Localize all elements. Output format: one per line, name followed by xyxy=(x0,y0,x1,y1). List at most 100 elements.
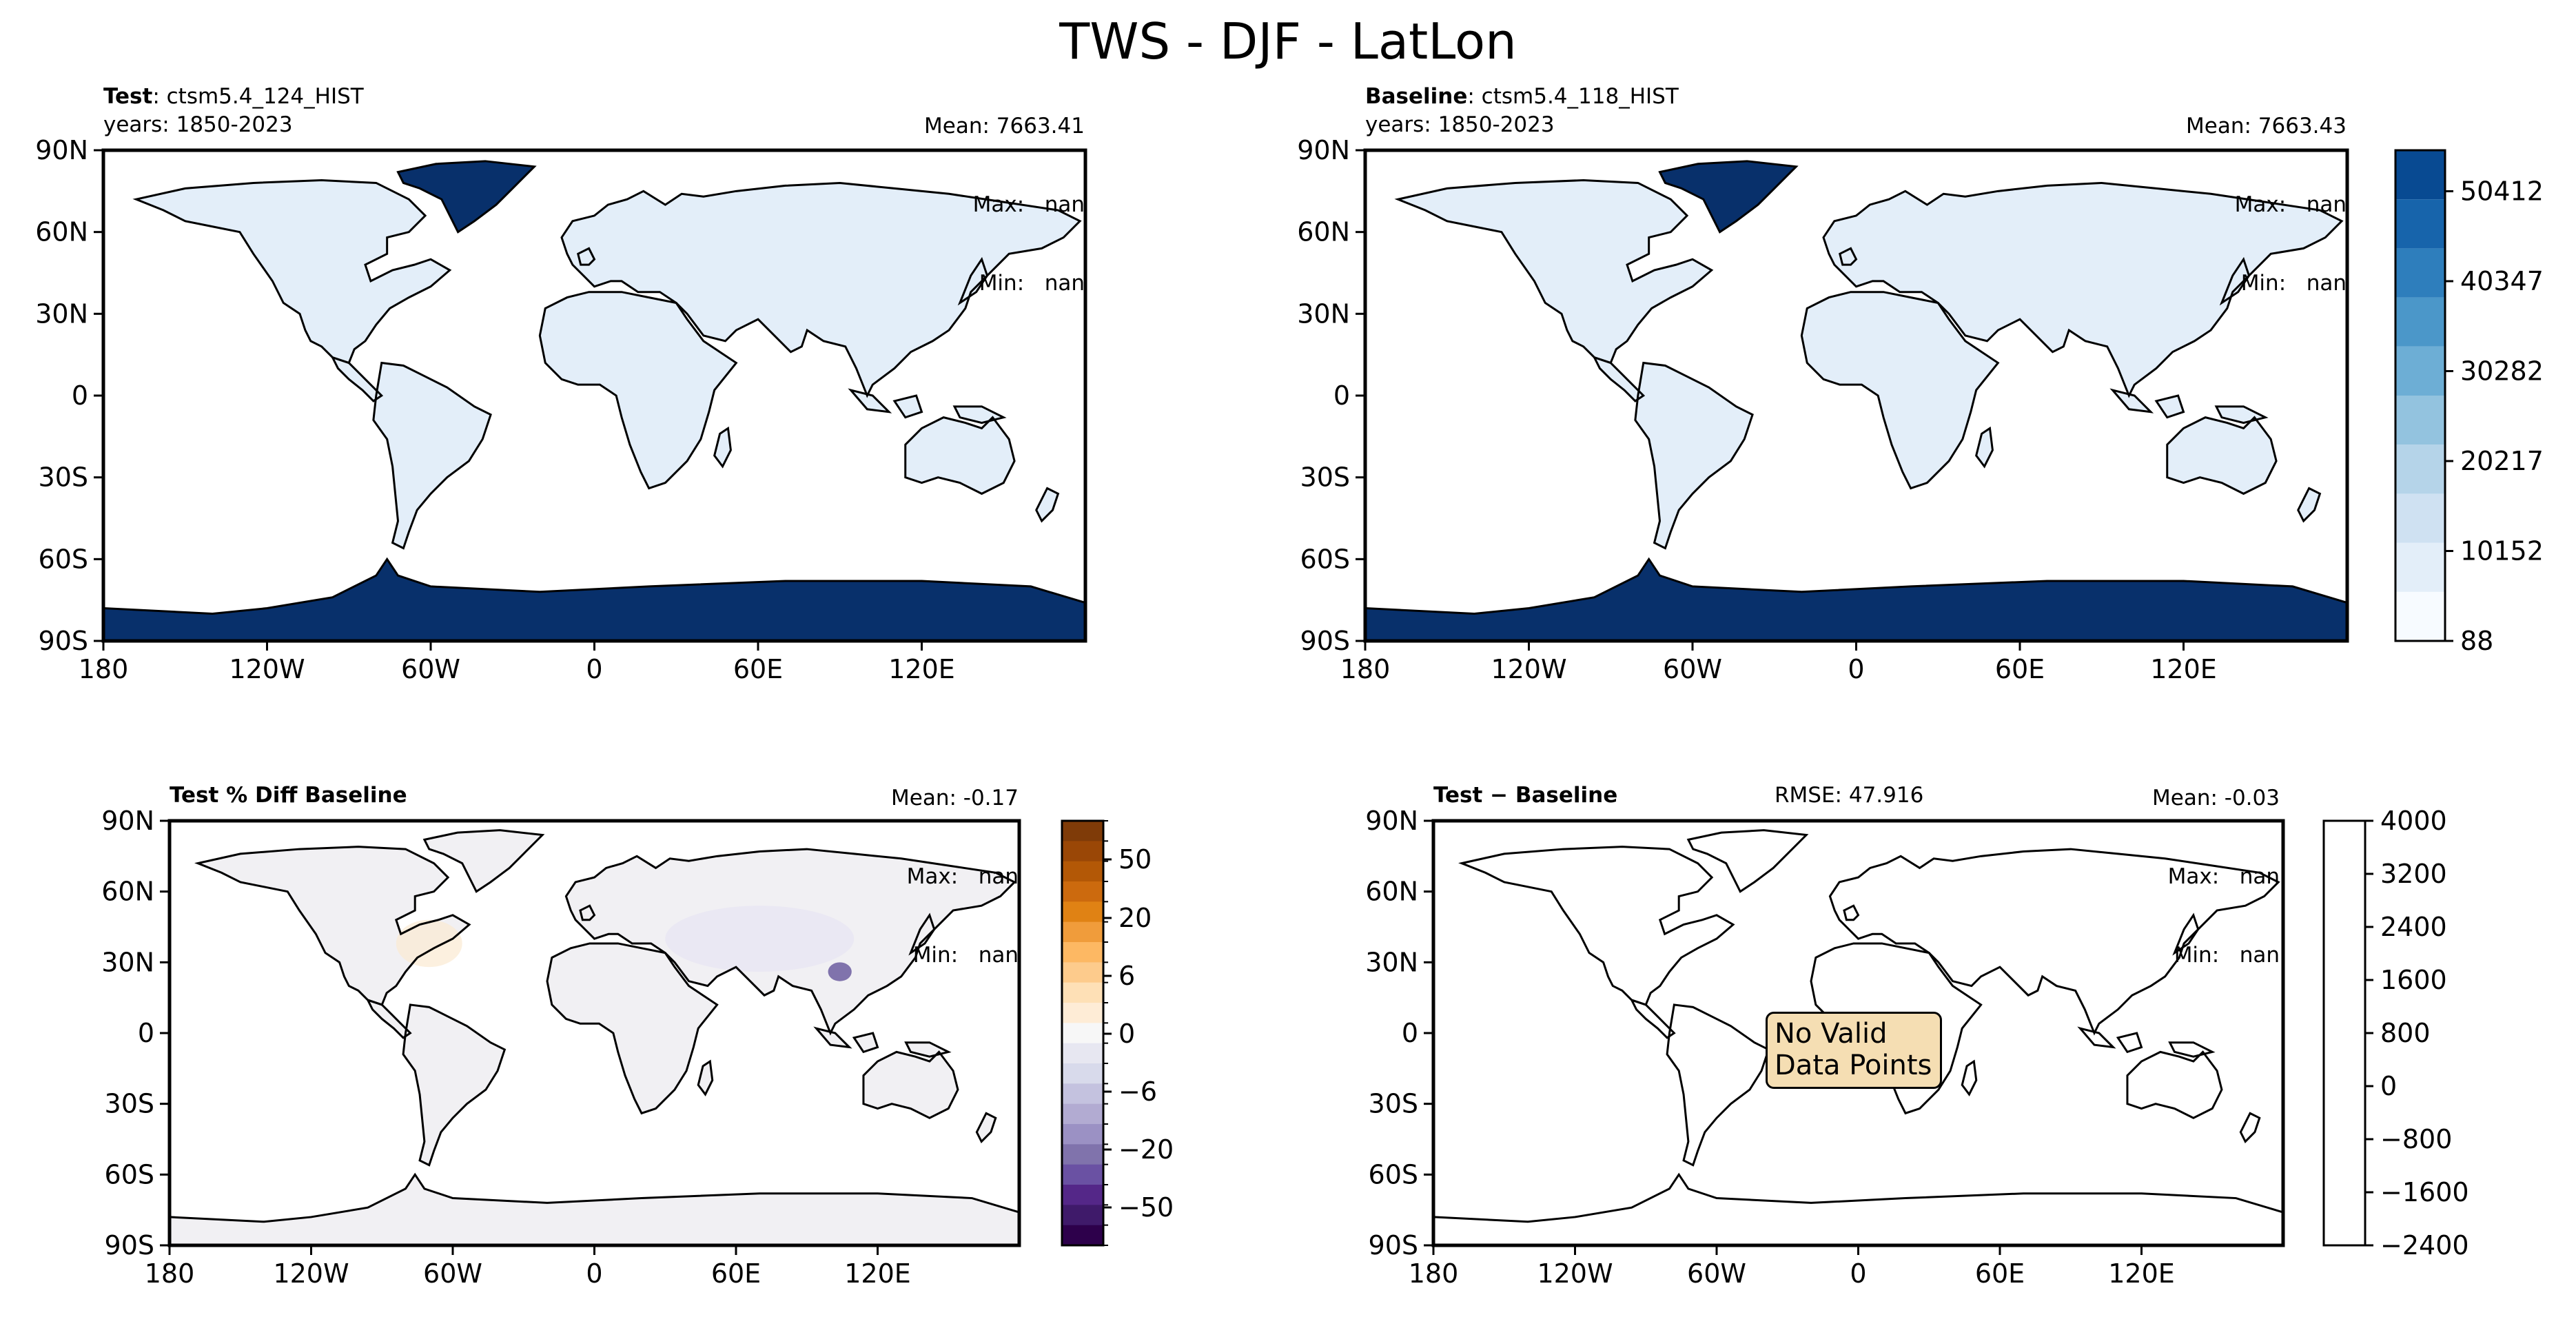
pctdiff-panel-label: Test % Diff Baseline xyxy=(170,783,407,808)
main-colorbar-tick-label: 10152 xyxy=(2460,536,2544,566)
pctdiff-colorbar-band xyxy=(1062,1164,1103,1185)
diff-lat-tick-label: 30N xyxy=(1365,947,1418,977)
main-colorbar: 88 10152 20217 30282 40347 50412 xyxy=(2394,149,2544,656)
diff-lon-tick-label: 60E xyxy=(1975,1258,2025,1289)
pctdiff-colorbar-tick-label: 6 xyxy=(1118,961,1135,991)
diff-colorbar-tick-label: 4000 xyxy=(2380,806,2447,836)
pctdiff-stats: Mean: -0.17 Max: nan Min: nan xyxy=(891,733,1019,1021)
main-colorbar-band xyxy=(2395,591,2445,641)
main-colorbar-band xyxy=(2395,445,2445,494)
pctdiff-lon-tick-label: 180 xyxy=(145,1258,195,1289)
test-lon-tick-label: 60W xyxy=(401,654,460,684)
test-lat-tick-label: 60S xyxy=(39,544,88,574)
pctdiff-lat-tick-label: 30N xyxy=(101,947,154,977)
diff-lat-tick-label: 0 xyxy=(1402,1018,1418,1048)
pctdiff-colorbar-tick-label: −6 xyxy=(1118,1076,1157,1107)
diff-min: Min: nan xyxy=(2174,943,2280,968)
test-lon-tick-label: 180 xyxy=(79,654,129,684)
pctdiff-colorbar-tick-label: 0 xyxy=(1118,1019,1135,1049)
baseline-lat-tick-label: 0 xyxy=(1333,380,1350,411)
baseline-min: Min: nan xyxy=(2240,271,2347,296)
baseline-lon-tick-label: 120E xyxy=(2150,654,2217,684)
baseline-lat-tick-label: 30N xyxy=(1297,298,1350,329)
diff-colorbar-tick-label: 0 xyxy=(2380,1071,2397,1101)
baseline-lat-tick-label: 90S xyxy=(1300,626,1350,656)
diff-colorbar-tick-label: 800 xyxy=(2380,1018,2431,1048)
pctdiff-lon-tick-label: 0 xyxy=(586,1258,602,1289)
pctdiff-colorbar-band xyxy=(1062,821,1103,841)
diff-lon-tick-label: 120W xyxy=(1537,1258,1613,1289)
main-colorbar-frame xyxy=(2394,149,2446,642)
main-colorbar-band xyxy=(2395,493,2445,543)
test-mean: Mean: 7663.41 xyxy=(924,114,1085,139)
pctdiff-lat-tick-label: 60N xyxy=(101,877,154,907)
baseline-lat-tick-label: 90N xyxy=(1297,135,1350,165)
pctdiff-lon-tick-label: 60W xyxy=(423,1258,482,1289)
baseline-map-content xyxy=(1365,150,2347,641)
pctdiff-colorbar-band xyxy=(1062,1205,1103,1226)
baseline-greenland-fill xyxy=(1659,161,1797,232)
diff-lat-tick-label: 60N xyxy=(1365,877,1418,907)
diff-mean: Mean: -0.03 xyxy=(2152,786,2280,810)
pctdiff-lat-tick-label: 60S xyxy=(105,1159,154,1190)
test-lon-tick-label: 0 xyxy=(586,654,602,684)
baseline-lat-tick-label: 60S xyxy=(1300,544,1350,574)
diff-lon-tick-label: 0 xyxy=(1850,1258,1866,1289)
baseline-label-case: : ctsm5.4_118_HIST xyxy=(1467,84,1679,109)
pctdiff-lat-tick-label: 90N xyxy=(101,806,154,836)
pctdiff-lon-tick-label: 120E xyxy=(844,1258,911,1289)
pctdiff-map-content xyxy=(170,821,1019,1245)
diff-stats: Mean: -0.03 Max: nan Min: nan xyxy=(2152,733,2280,1021)
pctdiff-asia-tint xyxy=(665,906,855,972)
test-years: years: 1850-2023 xyxy=(103,112,293,137)
main-colorbar-band xyxy=(2395,396,2445,445)
pctdiff-colorbar-tick-label: 20 xyxy=(1118,903,1152,933)
pctdiff-colorbar-band xyxy=(1062,982,1103,1003)
pctdiff-colorbar-band xyxy=(1062,841,1103,862)
pctdiff-colorbar-band xyxy=(1062,1103,1103,1125)
pctdiff-tibet-anomaly xyxy=(828,962,852,981)
main-colorbar-band xyxy=(2395,297,2445,347)
pctdiff-colorbar-band xyxy=(1062,942,1103,963)
diff-lat-tick-label: 60S xyxy=(1369,1159,1418,1190)
pctdiff-colorbar-band xyxy=(1062,1124,1103,1145)
pctdiff-colorbar: 50 20 6 0 −6 −20 −50 xyxy=(1061,819,1174,1247)
test-label-bold: Test xyxy=(103,84,153,109)
baseline-lon-tick-label: 60E xyxy=(1995,654,2045,684)
main-colorbar-band xyxy=(2395,248,2445,298)
main-colorbar-tick-label: 30282 xyxy=(2460,356,2544,386)
pctdiff-colorbar-band xyxy=(1062,861,1103,882)
pctdiff-colorbar-band xyxy=(1062,1003,1103,1023)
no-valid-data-box: No Valid Data Points xyxy=(1766,1012,1942,1089)
pctdiff-colorbar-band xyxy=(1062,901,1103,923)
baseline-lat-tick-label: 60N xyxy=(1297,217,1350,247)
diff-lat-tick-label: 90S xyxy=(1369,1230,1418,1260)
diff-colorbar: 4000 3200 2400 1600 800 0 −800 −1600 −2400 xyxy=(2322,806,2469,1260)
baseline-years: years: 1850-2023 xyxy=(1365,112,1555,137)
pctdiff-max: Max: nan xyxy=(906,864,1019,889)
pctdiff-colorbar-band xyxy=(1062,1063,1103,1084)
pctdiff-lat-tick-label: 30S xyxy=(105,1089,154,1119)
diff-colorbar-tick-label: −1600 xyxy=(2380,1177,2469,1207)
diff-lon-tick-label: 60W xyxy=(1687,1258,1746,1289)
baseline-antarctica-fill xyxy=(1365,559,2347,641)
baseline-lat-tick-label: 30S xyxy=(1300,462,1350,493)
baseline-lon-tick-label: 60W xyxy=(1663,654,1722,684)
diff-colorbar-tick-label: 3200 xyxy=(2380,859,2447,889)
pctdiff-colorbar-band xyxy=(1062,1023,1103,1044)
main-colorbar-tick-label: 50412 xyxy=(2460,176,2544,206)
test-stats: Mean: 7663.41 Max: nan Min: nan xyxy=(924,61,1085,349)
diff-rmse: RMSE: 47.916 xyxy=(1775,783,1924,808)
diff-panel-label: Test − Baseline xyxy=(1433,783,1618,808)
pctdiff-colorbar-band xyxy=(1062,1225,1103,1246)
pctdiff-colorbar-band xyxy=(1062,962,1103,983)
pctdiff-min: Min: nan xyxy=(912,943,1019,968)
test-lat-tick-label: 90N xyxy=(35,135,88,165)
main-colorbar-band xyxy=(2395,346,2445,396)
pctdiff-colorbar-tick-label: −20 xyxy=(1118,1134,1174,1165)
diff-colorbar-tick-label: −800 xyxy=(2380,1124,2452,1154)
main-colorbar-band xyxy=(2395,150,2445,200)
pctdiff-colorbar-tick-label: 50 xyxy=(1118,844,1152,875)
